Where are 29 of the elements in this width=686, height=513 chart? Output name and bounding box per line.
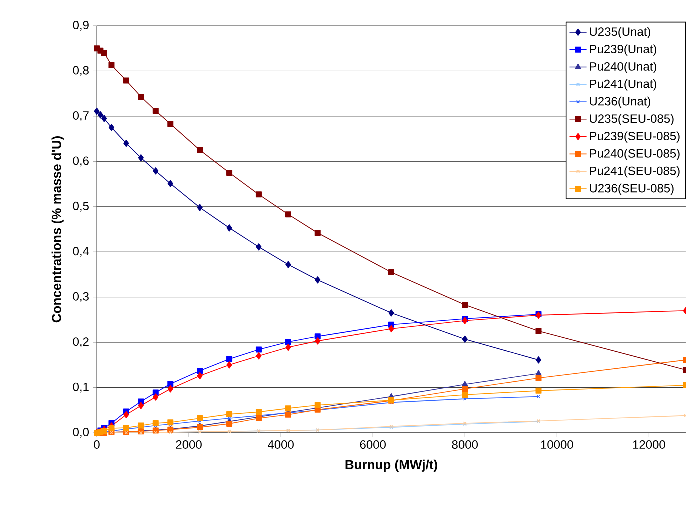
x-tick-label: 6000 (360, 440, 386, 450)
y-tick-label: 0,0 (73, 428, 90, 438)
y-tick-label: 0,6 (73, 156, 89, 167)
legend-label: U235(SEU-085) (590, 114, 674, 126)
y-tick-label: 0,9 (73, 21, 89, 31)
x-tick-label: 8000 (452, 440, 478, 450)
legend-label: Pu240(Unat) (590, 62, 656, 74)
y-axis-title: Concentrations (% masse d'U) (52, 136, 64, 323)
y-tick-label: 0,1 (73, 382, 89, 393)
y-tick-label: 0,8 (73, 66, 89, 76)
legend-label: Pu239(Unat) (590, 44, 656, 56)
y-tick-label: 0,7 (73, 111, 89, 122)
x-tick-label: 10000 (541, 440, 574, 450)
x-tick-label: 0 (94, 440, 100, 450)
x-tick-label: 2000 (176, 440, 202, 450)
x-tick-label: 4000 (268, 440, 294, 450)
y-tick-label: 0,4 (73, 247, 90, 258)
legend-label: Pu241(SEU-085) (590, 166, 680, 178)
legend-label: U235(Unat) (590, 27, 650, 39)
legend-label: U236(SEU-085) (590, 184, 674, 196)
x-tick-label: 12000 (633, 440, 666, 450)
legend-label: Pu239(SEU-085) (590, 132, 680, 143)
y-tick-label: 0,3 (73, 292, 89, 302)
legend-label: U236(Unat) (590, 96, 650, 108)
legend-label: Pu241(Unat) (590, 80, 656, 91)
y-tick-label: 0,2 (73, 338, 89, 348)
x-axis-title: Burnup (MWj/t) (346, 460, 438, 472)
legend-label: Pu240(SEU-085) (590, 149, 680, 160)
y-tick-label: 0,5 (73, 202, 89, 212)
